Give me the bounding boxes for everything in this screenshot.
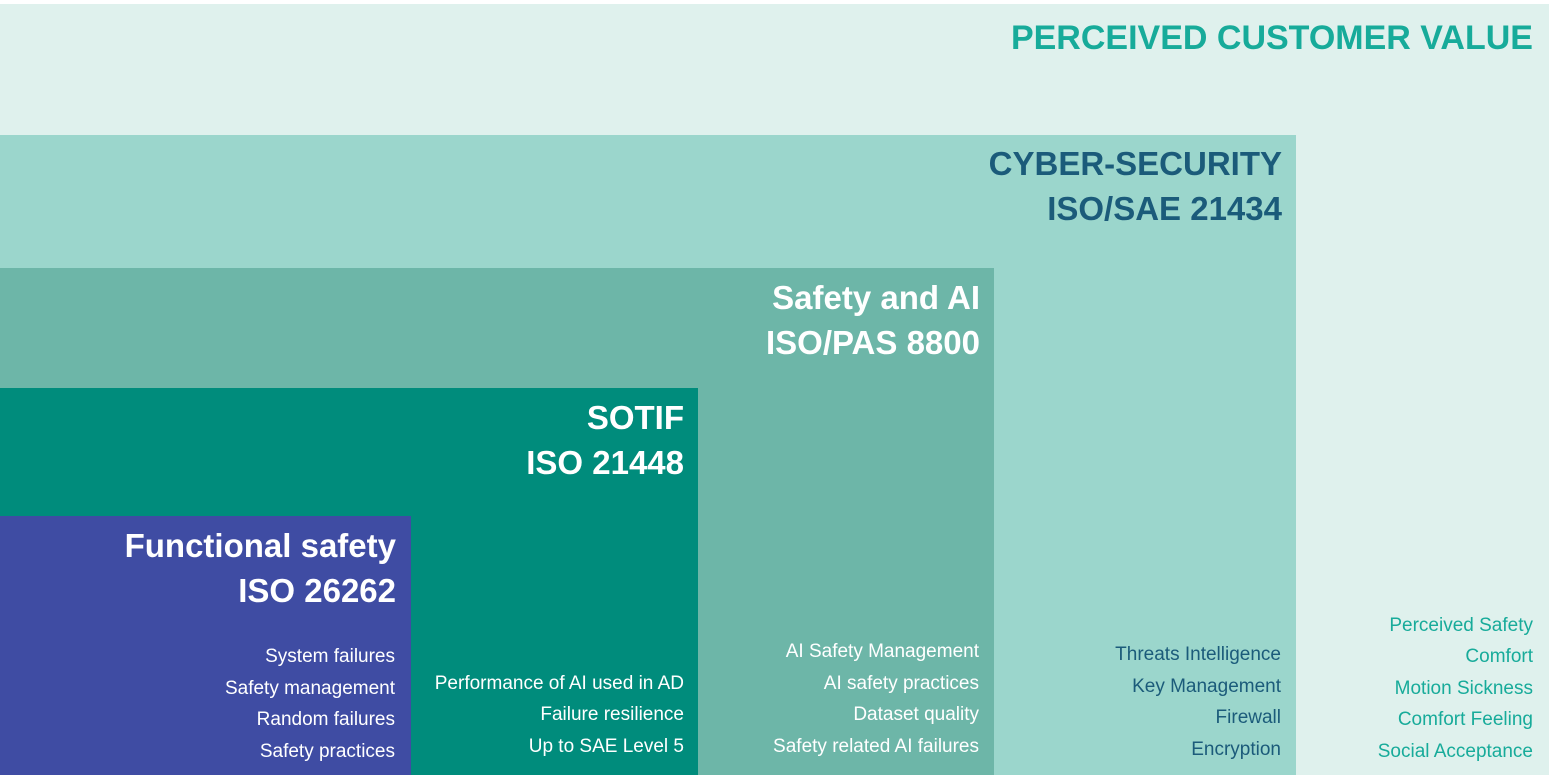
cyber-security-items: Threats Intelligence Key Management Fire… (1115, 639, 1281, 765)
functional-safety-title: Functional safety ISO 26262 (125, 523, 396, 613)
list-item: Safety management (224, 677, 395, 699)
list-item: Dataset quality (853, 704, 979, 725)
list-item: Key Management (1132, 675, 1281, 697)
list-item: Failure resilience (540, 704, 684, 725)
sotif-title-line1: SOTIF (586, 399, 684, 436)
functional-safety-title-line2: ISO 26262 (238, 572, 396, 609)
perceived-customer-value-title: PERCEIVED CUSTOMER VALUE (1011, 16, 1533, 61)
list-item: AI Safety Management (785, 641, 979, 662)
cyber-security-title: CYBER-SECURITY ISO/SAE 21434 (989, 141, 1282, 231)
safety-and-ai-title-line1: Safety and AI (772, 279, 980, 316)
list-item: Safety practices (259, 740, 395, 762)
list-item: Performance of AI used in AD (434, 672, 684, 694)
functional-safety-items: System failures Safety management Random… (225, 641, 395, 767)
sotif-title: SOTIF ISO 21448 (526, 395, 684, 485)
list-item: Firewall (1215, 707, 1281, 728)
list-item: Threats Intelligence (1115, 644, 1281, 665)
sotif-items: Performance of AI used in AD Failure res… (435, 668, 684, 763)
list-item: Random failures (256, 709, 395, 730)
list-item: Perceived Safety (1389, 614, 1533, 636)
cyber-security-title-line2: ISO/SAE 21434 (1047, 190, 1282, 227)
list-item: Comfort Feeling (1397, 709, 1533, 730)
safety-and-ai-items: AI Safety Management AI safety practices… (773, 636, 979, 762)
perceived-customer-value-title-text: PERCEIVED CUSTOMER VALUE (1010, 19, 1533, 57)
safety-and-ai-title-line2: ISO/PAS 8800 (765, 324, 980, 361)
list-item: Comfort (1465, 646, 1533, 667)
perceived-customer-value-items: Perceived Safety Comfort Motion Sickness… (1378, 610, 1533, 768)
cyber-security-title-line1: CYBER-SECURITY (988, 145, 1282, 182)
list-item: Encryption (1191, 738, 1281, 760)
sotif-title-line2: ISO 21448 (526, 444, 684, 481)
functional-safety-title-line1: Functional safety (124, 527, 396, 564)
list-item: AI safety practices (823, 672, 979, 694)
safety-and-ai-title: Safety and AI ISO/PAS 8800 (766, 275, 980, 365)
list-item: Social Acceptance (1377, 740, 1533, 762)
list-item: System failures (265, 646, 395, 667)
list-item: Safety related AI failures (773, 735, 979, 757)
list-item: Motion Sickness (1394, 677, 1533, 699)
functional-safety-layer: Functional safety ISO 26262 System failu… (0, 516, 411, 775)
list-item: Up to SAE Level 5 (528, 735, 684, 757)
